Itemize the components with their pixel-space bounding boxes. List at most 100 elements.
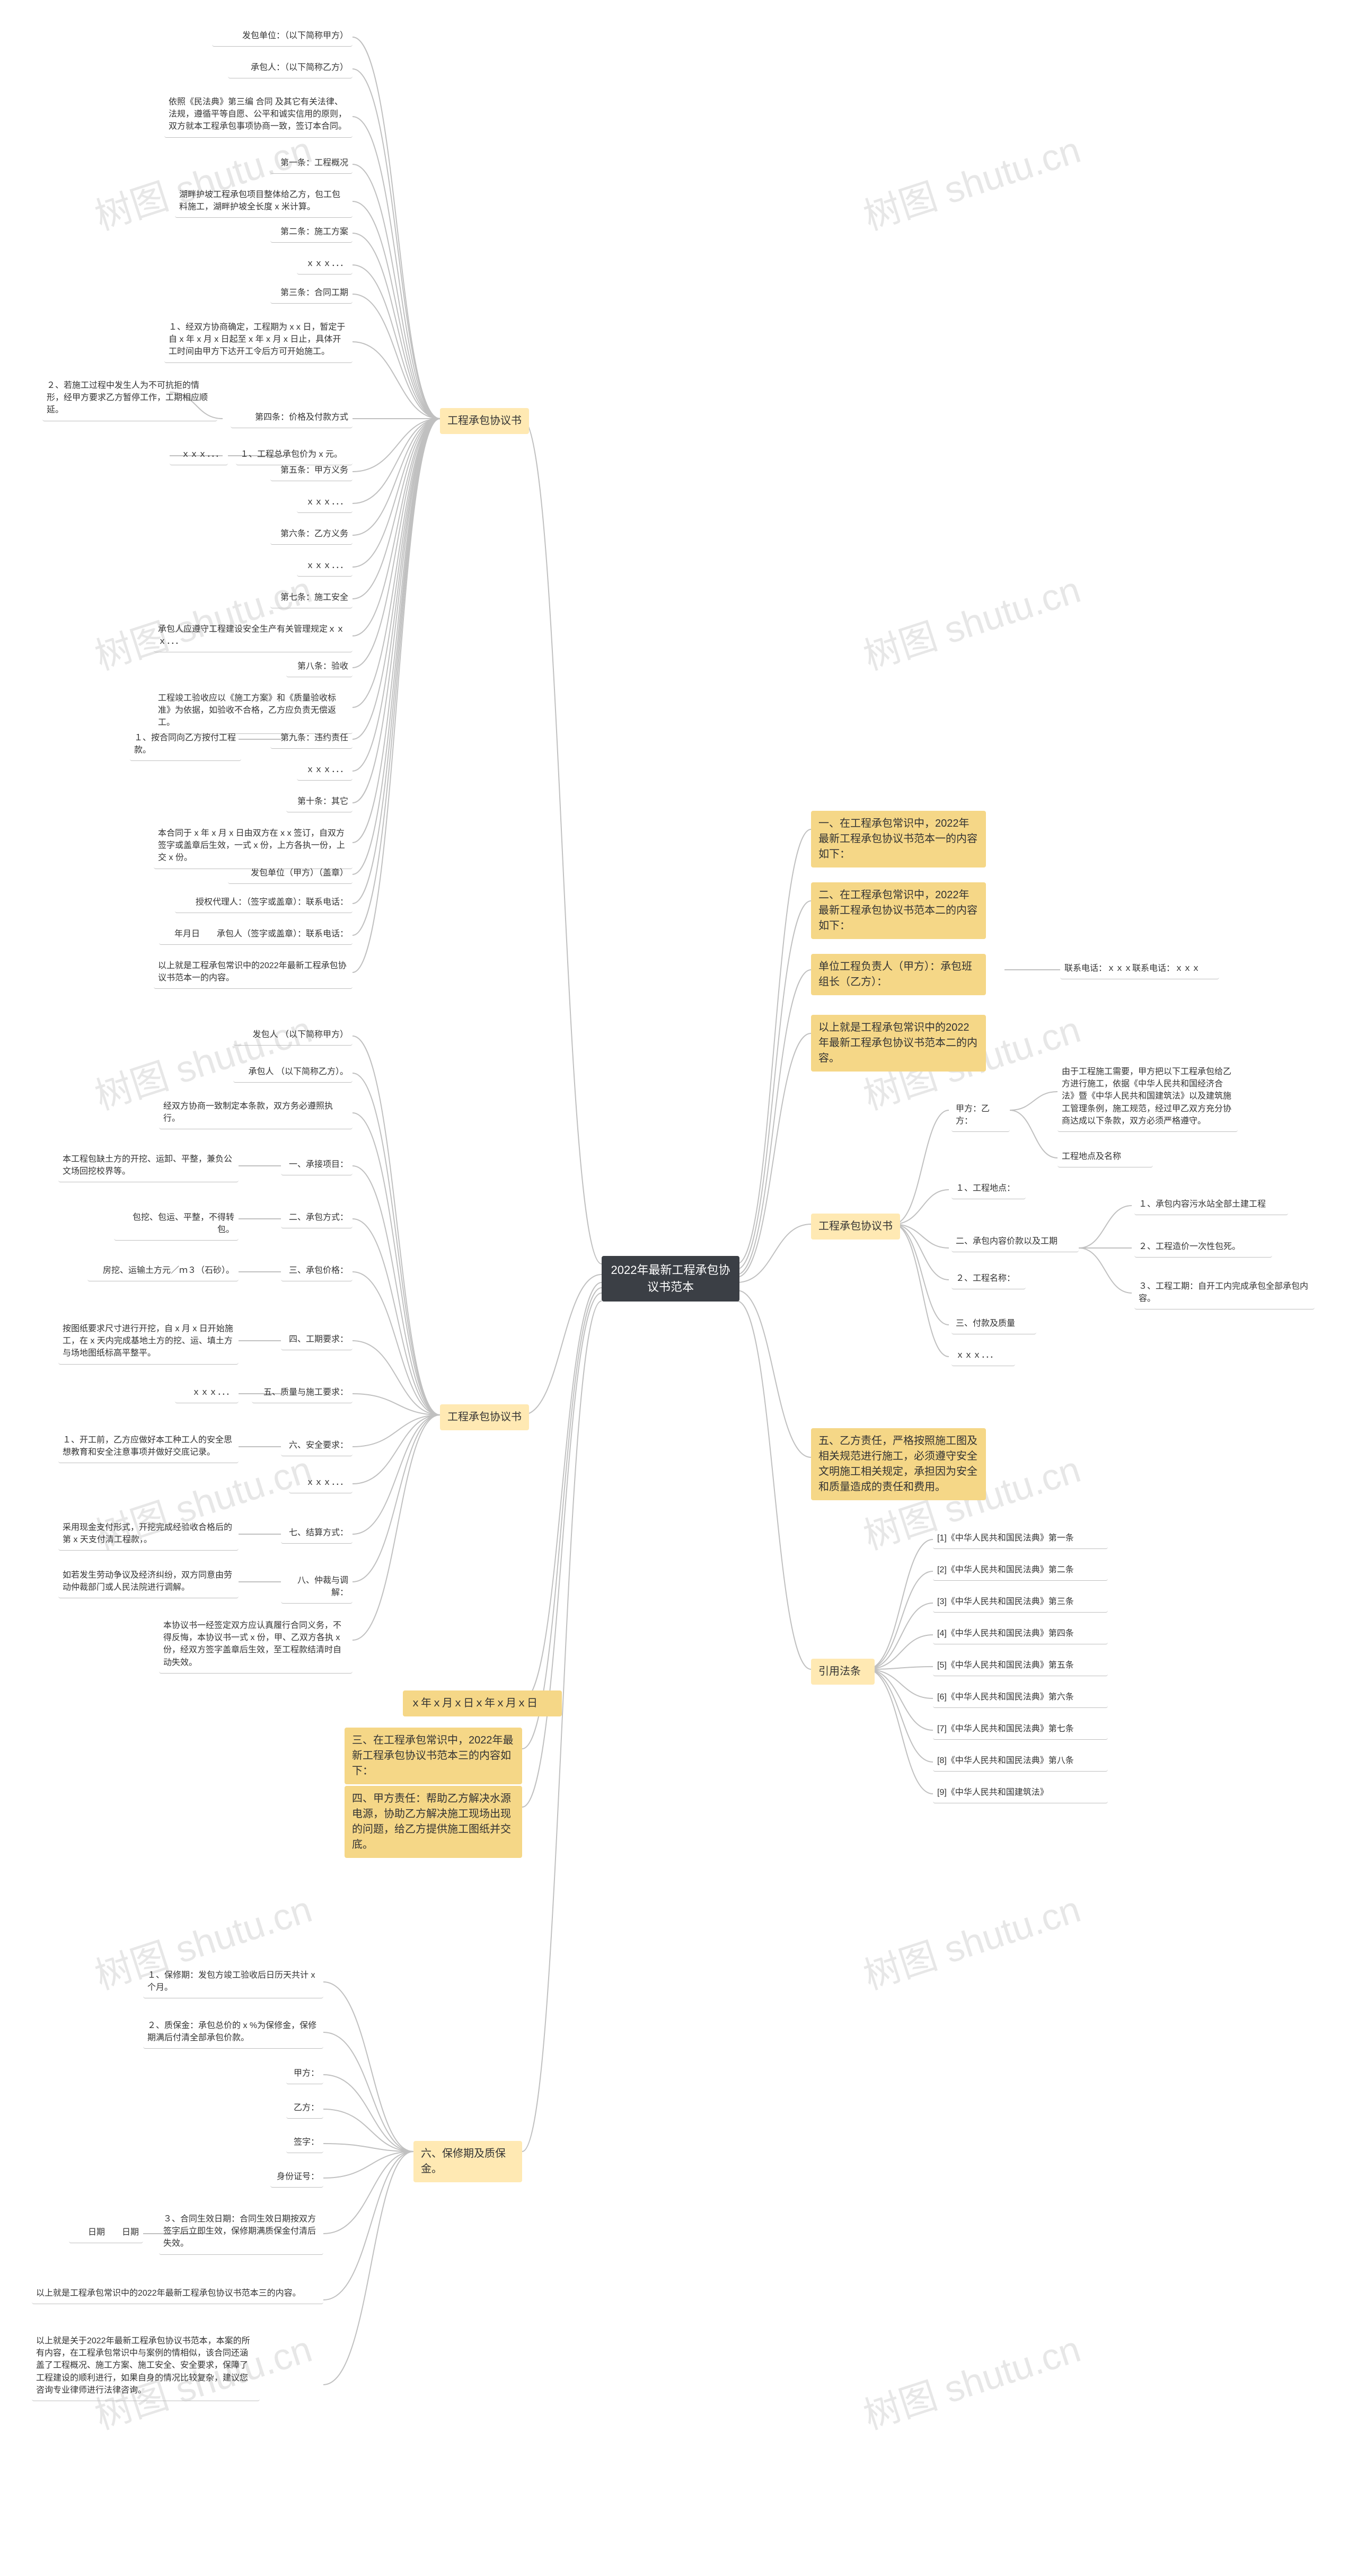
leaf: 第一条：工程概况 [270, 154, 353, 174]
leaf: 按图纸要求尺寸进行开挖，自 x 月 x 日开始施工，在 x 天内完成基地土方的挖… [58, 1320, 239, 1365]
leaf: 二、承包内容价款以及工期 [951, 1232, 1079, 1252]
topic-right-3: 单位工程负责人（甲方）：承包班组长（乙方）： [811, 954, 986, 995]
leaf: 发包单位：（以下简称甲方） [212, 26, 353, 47]
leaf: 联系电话：ｘｘｘ联系电话：ｘｘｘ [1060, 959, 1219, 979]
leaf: 六、安全要求： [281, 1436, 353, 1456]
leaf: ２、若施工过程中发生人为不可抗拒的情形，经甲方要求乙方暂停工作，工期相应顺延。 [42, 376, 217, 421]
leaf: 甲方：乙方： [951, 1100, 1010, 1132]
topic-right-2: 二、在工程承包常识中，2022年最新工程承包协议书范本二的内容如下： [811, 882, 986, 939]
topic-contract-b: 工程承包协议书 [440, 1404, 529, 1430]
leaf: ２、工程造价一次性包死。 [1134, 1237, 1272, 1258]
leaf: 包挖、包运、平整，不得转包。 [114, 1208, 239, 1241]
leaf: １、工程地点： [951, 1179, 1026, 1199]
leaf: 第九条：违约责任 [270, 729, 353, 749]
topic-section-4: 四、甲方责任：帮助乙方解决水源电源，协助乙方解决施工现场出现的问题，给乙方提供施… [345, 1786, 522, 1858]
topic-right-6: 五、乙方责任，严格按照施工图及相关规范进行施工，必须遵守安全文明施工相关规定，承… [811, 1428, 986, 1500]
leaf: ｘｘｘ．．． [297, 760, 353, 781]
leaf: 乙方： [286, 2099, 323, 2119]
leaf: [5]《中华人民共和国民法典》第五条 [933, 1656, 1108, 1676]
leaf: 第五条：甲方义务 [270, 461, 353, 481]
leaf: 采用现金支付形式，开挖完成经验收合格后的第 x 天支付清工程款，。 [58, 1518, 239, 1551]
leaf: 工程地点及名称 [1058, 1147, 1153, 1167]
leaf: ｘｘｘ．．． [297, 556, 353, 577]
leaf: ｘｘｘ．．． [297, 254, 353, 275]
topic-right-1: 一、在工程承包常识中，2022年最新工程承包协议书范本一的内容如下： [811, 811, 986, 867]
topic-contract-a: 工程承包协议书 [440, 408, 529, 434]
leaf: ｘｘｘ．．． [951, 1346, 1015, 1366]
leaf: 本协议书一经签定双方应认真履行合同义务，不得反悔，本协议书一式 x 份，甲、乙双… [159, 1616, 353, 1674]
leaf: ｘｘｘ．．． [289, 1473, 353, 1493]
leaf: 授权代理人：（签字或盖章）：联系电话： [175, 893, 353, 913]
leaf: ２、工程名称： [951, 1269, 1026, 1289]
leaf: ｘｘｘ．．． [175, 1383, 239, 1403]
leaf: 本合同于 x 年 x 月 x 日由双方在 x x 签订，自双方签字或盖章后生效，… [154, 824, 353, 869]
leaf: ３、工程工期：自开工内完成承包全部承包内容。 [1134, 1277, 1315, 1309]
leaf: 承包人应遵守工程建设安全生产有关管理规定ｘｘｘ．．． [154, 620, 353, 652]
topic-right-4: 以上就是工程承包常识中的2022年最新工程承包协议书范本二的内容。 [811, 1015, 986, 1072]
watermark: 树图 shutu.cn [856, 560, 1087, 680]
leaf: [9]《中华人民共和国建筑法》 [933, 1783, 1108, 1803]
root-node: 2022年最新工程承包协议书范本 [602, 1256, 739, 1302]
leaf: 承包人：（以下简称乙方） [228, 58, 353, 78]
topic-contract-c: 工程承包协议书 [811, 1214, 900, 1240]
leaf: ｘｘｘ．．． [297, 493, 353, 513]
watermark: 树图 shutu.cn [856, 2320, 1087, 2440]
leaf: 由于工程施工需要，甲方把以下工程承包给乙方进行施工，依据《中华人民共和国经济合法… [1058, 1063, 1238, 1132]
leaf: 身份证号： [270, 2167, 323, 2188]
leaf: [7]《中华人民共和国民法典》第七条 [933, 1720, 1108, 1740]
watermark: 树图 shutu.cn [856, 120, 1087, 241]
leaf: 四、工期要求： [281, 1330, 353, 1350]
leaf: 三、付款及质量 [951, 1314, 1036, 1334]
leaf: ｘｘｘ．．． [170, 445, 228, 465]
leaf: １、开工前，乙方应做好本工种工人的安全思想教育和安全注意事项并做好交底记录。 [58, 1431, 239, 1463]
leaf: 经双方协商一致制定本条款，双方务必遵照执行。 [159, 1097, 353, 1129]
leaf: 湖畔护坡工程承包项目整体给乙方，包工包料施工，湖畔护坡全长度 x 米计算。 [175, 185, 353, 218]
leaf: 第八条：验收 [286, 657, 353, 677]
leaf: 承包人 （以下简称乙方）。 [233, 1063, 353, 1083]
leaf: 签字： [286, 2133, 323, 2153]
leaf: 如若发生劳动争议及经济纠纷，双方同意由劳动仲裁部门或人民法院进行调解。 [58, 1566, 239, 1598]
leaf: 发包人 （以下简称甲方） [233, 1025, 353, 1046]
leaf: 第六条：乙方义务 [270, 525, 353, 545]
leaf: 工程竣工验收应以《施工方案》和《质量验收标准》为依据，如验收不合格，乙方应负责无… [154, 689, 353, 734]
leaf: 依照《民法典》第三编 合同 及其它有关法律、法规，遵循平等自愿、公平和诚实信用的… [164, 93, 353, 138]
leaf: 发包单位（甲方）（盖章） [228, 864, 353, 884]
leaf: １、承包内容污水站全部土建工程 [1134, 1195, 1288, 1215]
leaf: 第十条：其它 [286, 792, 353, 812]
leaf: 三、承包价格： [281, 1261, 353, 1281]
topic-date: ｘ年ｘ月ｘ日ｘ年ｘ月ｘ日 [403, 1690, 562, 1716]
leaf: [8]《中华人民共和国民法典》第八条 [933, 1751, 1108, 1772]
leaf: 年月日 承包人（签字或盖章）：联系电话： [159, 925, 353, 945]
leaf: 以上就是工程承包常识中的2022年最新工程承包协议书范本三的内容。 [32, 2284, 323, 2304]
leaf: １、经双方协商确定，工程期为 x x 日，暂定于自 x 年 x 月 x 日起至 … [164, 318, 353, 363]
leaf: ３、合同生效日期：合同生效日期按双方签字后立即生效，保修期满质保金付清后失效。 [159, 2210, 323, 2255]
leaf: [4]《中华人民共和国民法典》第四条 [933, 1624, 1108, 1644]
leaf: [1]《中华人民共和国民法典》第一条 [933, 1529, 1108, 1549]
leaf: [2]《中华人民共和国民法典》第二条 [933, 1561, 1108, 1581]
leaf: 以上就是工程承包常识中的2022年最新工程承包协议书范本一的内容。 [154, 957, 353, 989]
leaf: 八、仲裁与调解： [281, 1571, 353, 1604]
leaf: 第七条：施工安全 [270, 588, 353, 608]
leaf: １、按合同向乙方按付工程款。 [130, 729, 241, 761]
mindmap-stage: 树图 shutu.cn 树图 shutu.cn 树图 shutu.cn 树图 s… [0, 0, 1357, 2576]
leaf: 第二条：施工方案 [270, 223, 353, 243]
leaf: 五、质量与施工要求： [252, 1383, 353, 1403]
leaf: 以上就是关于2022年最新工程承包协议书范本，本案的所有内容，在工程承包常识中与… [32, 2332, 260, 2401]
topic-law-refs: 引用法条 [811, 1659, 875, 1685]
leaf: 甲方： [286, 2064, 323, 2084]
leaf: 房挖、运输土方元／ｍ３（石砂）。 [87, 1261, 239, 1281]
topic-warranty: 六、保修期及质保金。 [413, 2141, 522, 2182]
leaf: [3]《中华人民共和国民法典》第三条 [933, 1592, 1108, 1613]
leaf: 本工程包缺土方的开挖、运卸、平整，兼负公文场回挖校界等。 [58, 1150, 239, 1182]
leaf: 二、承包方式： [281, 1208, 353, 1228]
topic-section-3: 三、在工程承包常识中，2022年最新工程承包协议书范本三的内容如下： [345, 1728, 522, 1784]
leaf: [6]《中华人民共和国民法典》第六条 [933, 1688, 1108, 1708]
leaf: ２、质保金：承包总价的 x %为保修金，保修期满后付清全部承包价款。 [143, 2016, 323, 2049]
leaf: 日期 日期 [69, 2223, 143, 2243]
leaf: 第三条：合同工期 [270, 284, 353, 304]
watermark: 树图 shutu.cn [856, 1880, 1087, 2000]
leaf: 第四条：价格及付款方式 [231, 408, 353, 428]
leaf: １、保修期：发包方竣工验收后日历天共计 x 个月。 [143, 1966, 323, 1998]
leaf: 七、结算方式： [281, 1524, 353, 1544]
leaf: 一、承接项目： [281, 1155, 353, 1175]
